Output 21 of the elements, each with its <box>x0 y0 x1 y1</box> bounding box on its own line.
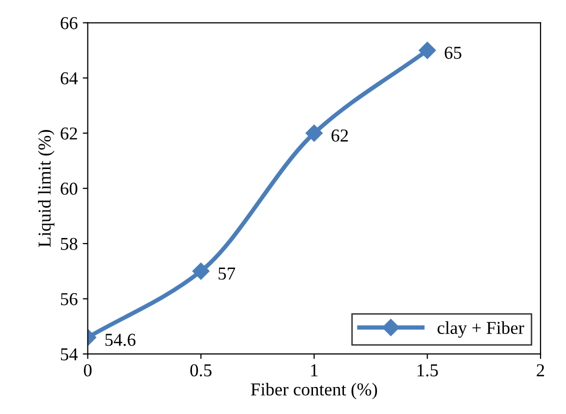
point <box>306 124 323 142</box>
y-tick-label: 62 <box>60 127 78 140</box>
data-label: 62 <box>332 130 348 142</box>
y-tick-label: 58 <box>61 238 78 250</box>
y-tick-label: 60 <box>60 182 78 195</box>
x-tick-label: 0.5 <box>190 364 212 376</box>
y-axis-title: Liquid limit (%) <box>38 130 54 248</box>
x-tick-label: 2 <box>536 364 544 376</box>
y-tick-label: 56 <box>61 293 78 306</box>
x-axis-title: Fiber content (%) <box>250 382 378 400</box>
point <box>418 42 436 59</box>
data-label: 57 <box>218 268 236 280</box>
x-tick-label: 0 <box>84 364 92 376</box>
x-tick-label: 1.5 <box>418 364 438 376</box>
y-tick-label: 66 <box>60 17 78 30</box>
data-label: 54.6 <box>105 334 136 346</box>
data-label: 65 <box>444 46 462 59</box>
y-tick-label: 54 <box>61 348 78 360</box>
y-tick-label: 64 <box>60 72 78 84</box>
legend-label: clay + Fiber <box>438 321 524 338</box>
x-tick-label: 1 <box>311 364 318 376</box>
